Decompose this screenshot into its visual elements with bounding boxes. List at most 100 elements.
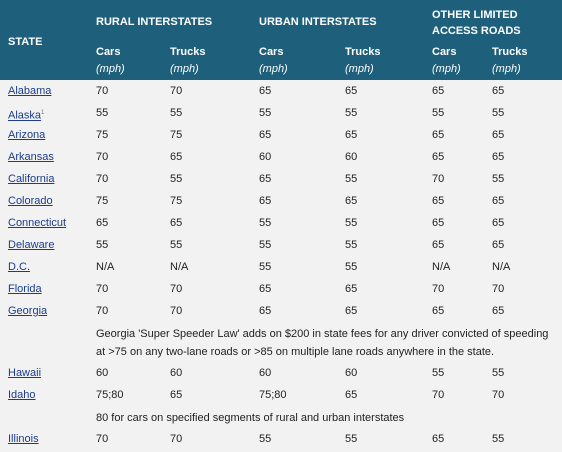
table-row: Delaware 55 55 55 55 65 65 — [0, 234, 562, 256]
table-row: California 70 55 65 55 70 55 — [0, 168, 562, 190]
speed-cell: 65 — [432, 85, 445, 97]
table-row: Arizona 75 75 65 65 65 65 — [0, 124, 562, 146]
speed-cell: 70 — [96, 85, 109, 97]
speed-cell: 65 — [345, 85, 358, 97]
state-link[interactable]: D.C. — [8, 261, 30, 273]
state-link[interactable]: Idaho — [8, 389, 36, 401]
table-row: Florida 70 70 65 65 70 70 — [0, 278, 562, 300]
state-cell: Alaska1 — [8, 102, 44, 127]
state-link[interactable]: Arkansas — [8, 151, 54, 163]
column-unit: (mph) — [170, 63, 199, 75]
speed-cell: 75 — [96, 195, 109, 207]
column-header: Trucks — [170, 46, 206, 58]
state-cell: California — [8, 168, 54, 190]
state-link[interactable]: Alaska — [8, 109, 42, 122]
speed-cell: 65 — [259, 129, 272, 141]
speed-cell: 65 — [492, 129, 505, 141]
speed-cell: 55 — [345, 261, 358, 273]
column-header: Trucks — [492, 46, 528, 58]
speed-cell: 55 — [170, 173, 183, 185]
state-cell: Alabama — [8, 80, 51, 102]
speed-cell: 55 — [259, 217, 272, 229]
speed-cell: 70 — [492, 389, 505, 401]
speed-cell: 70 — [170, 305, 183, 317]
state-link[interactable]: California — [8, 173, 55, 185]
speed-cell: 65 — [345, 389, 358, 401]
speed-cell: 60 — [96, 367, 109, 379]
state-cell: D.C. — [8, 256, 30, 278]
speed-cell: 65 — [492, 217, 505, 229]
state-cell: Hawaii — [8, 362, 41, 384]
speed-cell: 70 — [432, 283, 445, 295]
speed-cell: 70 — [96, 283, 109, 295]
speed-cell: 65 — [432, 195, 445, 207]
table-row: Idaho 75;80 65 75;80 65 70 70 — [0, 384, 562, 406]
speed-cell: 55 — [492, 433, 505, 445]
speed-cell: 70 — [96, 173, 109, 185]
group-header: OTHER LIMITED ACCESS ROADS — [432, 9, 521, 37]
speed-cell: 55 — [96, 107, 109, 119]
speed-cell: 65 — [259, 173, 272, 185]
state-link[interactable]: Colorado — [8, 195, 53, 207]
speed-cell: 60 — [259, 151, 272, 163]
speed-cell: 65 — [345, 195, 358, 207]
speed-cell: 65 — [432, 239, 445, 251]
state-link[interactable]: Alabama — [8, 85, 52, 97]
group-header: RURAL INTERSTATES — [96, 16, 213, 28]
table-row: Colorado 75 75 65 65 65 65 — [0, 190, 562, 212]
speed-cell: N/A — [96, 261, 115, 273]
state-link[interactable]: Illinois — [8, 433, 39, 445]
speed-cell: 65 — [345, 129, 358, 141]
speed-cell: 60 — [345, 367, 358, 379]
group-header: URBAN INTERSTATES — [259, 16, 377, 28]
state-cell: Illinois — [8, 428, 39, 450]
column-unit: (mph) — [492, 63, 521, 75]
speed-cell: 55 — [259, 239, 272, 251]
speed-cell: 70 — [170, 283, 183, 295]
state-link[interactable]: Georgia — [8, 305, 48, 317]
state-link[interactable]: Delaware — [8, 239, 55, 251]
column-unit: (mph) — [345, 63, 374, 75]
column-unit: (mph) — [259, 63, 288, 75]
state-cell: Delaware — [8, 234, 54, 256]
state-cell: Arkansas — [8, 146, 54, 168]
speed-cell: 60 — [259, 367, 272, 379]
speed-cell: 70 — [96, 433, 109, 445]
speed-cell: 55 — [259, 261, 272, 273]
state-link[interactable]: Connecticut — [8, 217, 67, 229]
speed-cell: 55 — [432, 107, 445, 119]
state-header: STATE — [8, 36, 43, 48]
speed-cell: 65 — [259, 283, 272, 295]
speed-cell: 55 — [432, 367, 445, 379]
state-link[interactable]: Hawaii — [8, 367, 42, 379]
speed-cell: 65 — [259, 85, 272, 97]
speed-cell: 55 — [170, 107, 183, 119]
speed-cell: 65 — [170, 217, 183, 229]
speed-cell: 55 — [170, 239, 183, 251]
speed-cell: 75;80 — [96, 389, 124, 401]
speed-cell: 55 — [345, 239, 358, 251]
speed-cell: 65 — [170, 389, 183, 401]
speed-cell: 70 — [96, 305, 109, 317]
table-row: Alaska1 55 55 55 55 55 55 — [0, 102, 562, 124]
state-link[interactable]: Florida — [8, 283, 42, 295]
state-cell: Connecticut — [8, 212, 66, 234]
state-link[interactable]: Arizona — [8, 129, 46, 141]
speed-cell: 65 — [432, 433, 445, 445]
footnote-marker: 1 — [41, 110, 45, 116]
speed-cell: 60 — [170, 367, 183, 379]
speed-cell: 55 — [259, 107, 272, 119]
column-header: Cars — [432, 46, 457, 58]
table-row: D.C. N/A N/A 55 55 N/A N/A — [0, 256, 562, 278]
speed-cell: 55 — [492, 367, 505, 379]
speed-cell: 75 — [170, 129, 183, 141]
table-row: Arkansas 70 65 60 60 65 65 — [0, 146, 562, 168]
speed-cell: 65 — [170, 151, 183, 163]
column-header: Cars — [259, 46, 284, 58]
table-row: Illinois 70 70 55 55 65 55 — [0, 428, 562, 450]
column-unit: (mph) — [96, 63, 125, 75]
speed-cell: 60 — [345, 151, 358, 163]
speed-cell: 55 — [96, 239, 109, 251]
row-note: 80 for cars on specified segments of rur… — [96, 412, 405, 424]
state-cell: Colorado — [8, 190, 53, 212]
